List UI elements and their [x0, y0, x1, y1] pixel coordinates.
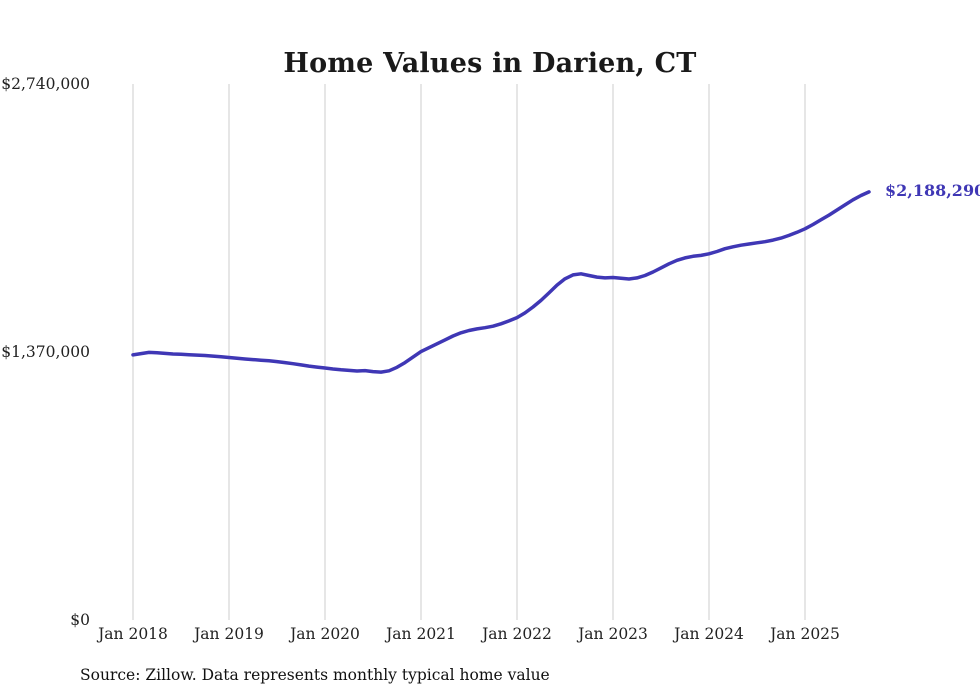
x-axis-tick-label: Jan 2021 [386, 625, 456, 643]
x-axis-tick-label: Jan 2024 [674, 625, 744, 643]
latest-value-label: $2,188,290 [885, 180, 980, 200]
source-note: Source: Zillow. Data represents monthly … [80, 666, 550, 684]
x-axis-tick-label: Jan 2019 [194, 625, 264, 643]
y-axis-tick-label-top: $2,740,000 [1, 75, 90, 93]
x-axis-tick-label: Jan 2022 [482, 625, 552, 643]
x-axis-tick-label: Jan 2023 [578, 625, 648, 643]
y-axis-tick-label-mid: $1,370,000 [1, 343, 90, 361]
x-axis-tick-label: Jan 2018 [98, 625, 168, 643]
chart-title: Home Values in Darien, CT [283, 48, 697, 80]
y-axis-tick-label-zero: $0 [70, 611, 90, 629]
home-value-line [131, 190, 871, 374]
x-axis-tick-label: Jan 2025 [770, 625, 840, 643]
x-axis-tick-label: Jan 2020 [290, 625, 360, 643]
